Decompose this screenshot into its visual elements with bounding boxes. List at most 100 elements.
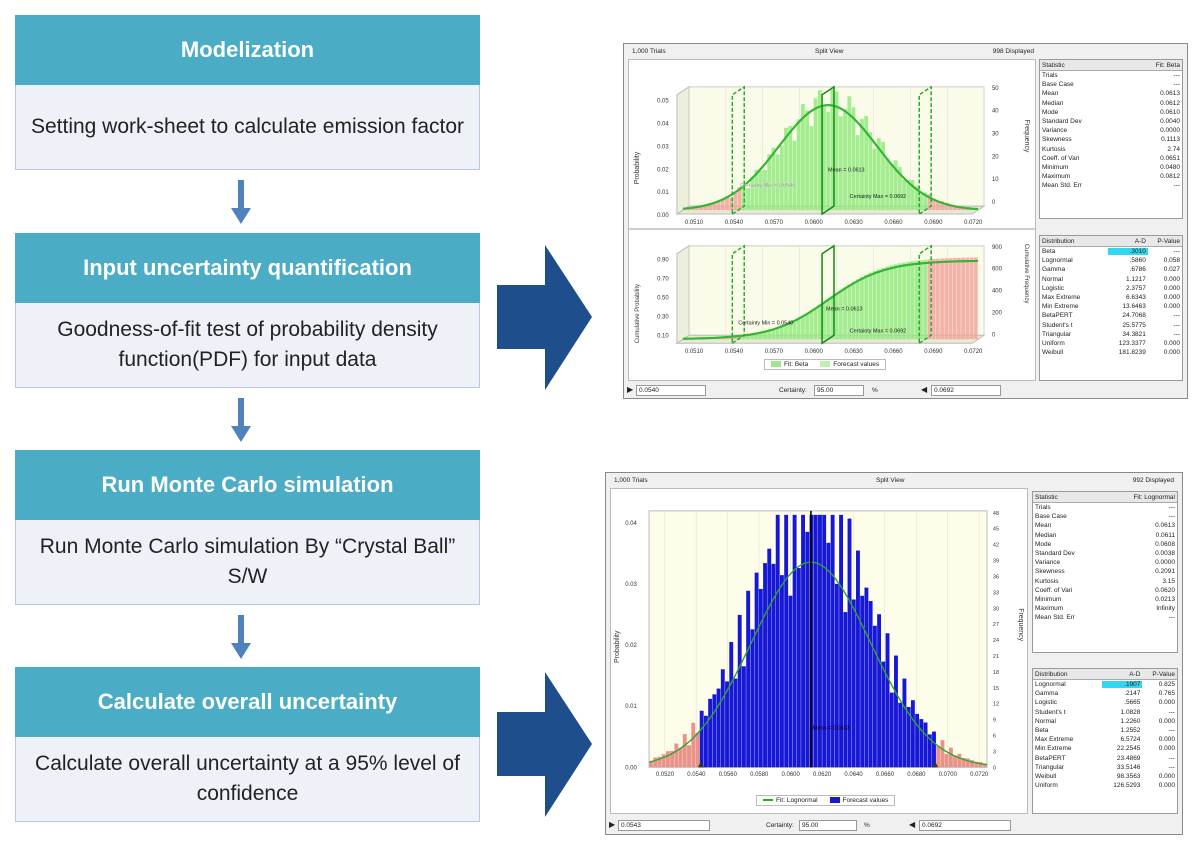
fit-row[interactable]: Lognormal .5860 0.058 bbox=[1040, 256, 1182, 265]
histogram-bar bbox=[944, 258, 949, 340]
fit-row[interactable]: Max Extreme 6.5724 0.000 bbox=[1033, 735, 1177, 744]
histogram-bar bbox=[851, 281, 856, 340]
histogram-bar bbox=[847, 518, 852, 768]
y2-tick-label: 0 bbox=[992, 200, 996, 206]
stat-name: Standard Dev bbox=[1035, 550, 1075, 558]
column-header[interactable]: Distribution bbox=[1035, 670, 1068, 678]
histogram-bar bbox=[737, 187, 742, 211]
histogram-bar bbox=[670, 750, 675, 768]
histogram-bar bbox=[839, 514, 844, 768]
column-header[interactable]: Fit: Lognormal bbox=[1133, 493, 1175, 501]
histogram-bar bbox=[784, 127, 788, 211]
column-header[interactable]: A-D bbox=[1129, 670, 1141, 678]
ad-value: 126.5293 bbox=[1113, 782, 1141, 790]
right-grabber-icon[interactable]: ◀ bbox=[909, 820, 916, 829]
fit-row[interactable]: Min Extreme 22.2545 0.000 bbox=[1033, 744, 1177, 753]
fit-row[interactable]: Logistic .5665 0.000 bbox=[1033, 698, 1177, 707]
histogram-bar bbox=[712, 203, 717, 211]
ad-value: .3010 bbox=[1108, 248, 1148, 256]
histogram-bar bbox=[948, 258, 953, 340]
fit-row[interactable]: Weibull 181.8239 0.000 bbox=[1040, 348, 1182, 357]
fit-row[interactable]: Normal 1.1217 0.000 bbox=[1040, 275, 1182, 284]
histogram-bar bbox=[708, 203, 713, 211]
left-certainty-input[interactable]: 0.0540 bbox=[636, 385, 706, 396]
histogram-bar bbox=[661, 754, 666, 768]
column-header[interactable]: P-Value bbox=[1157, 237, 1180, 245]
histogram-bar bbox=[927, 259, 932, 340]
histogram-bar bbox=[847, 96, 852, 211]
right-grabber-icon[interactable]: ◀ bbox=[921, 385, 928, 394]
histogram-bar bbox=[856, 550, 860, 768]
histogram-bar bbox=[805, 531, 810, 768]
histogram-bar bbox=[953, 755, 958, 768]
column-header[interactable]: Statistic bbox=[1042, 61, 1065, 69]
x-tick-label: 0.0680 bbox=[907, 772, 926, 778]
histogram-bar bbox=[801, 514, 805, 768]
fit-row[interactable]: BetaPERT 23.4869 --- bbox=[1033, 754, 1177, 763]
histogram-bar bbox=[902, 678, 907, 768]
y2-tick-label: 45 bbox=[993, 527, 999, 533]
ad-value: 22.2545 bbox=[1116, 745, 1141, 753]
x-tick-label: 0.0690 bbox=[924, 349, 943, 355]
x-tick-label: 0.0630 bbox=[844, 349, 863, 355]
histogram-bar bbox=[729, 197, 734, 211]
fit-row[interactable]: Triangular 33.5146 --- bbox=[1033, 763, 1177, 772]
left-grabber-icon[interactable]: ▶ bbox=[609, 820, 616, 829]
fit-row[interactable]: Gamma .2147 0.765 bbox=[1033, 689, 1177, 698]
stat-row: Skewness 0.1113 bbox=[1040, 135, 1182, 144]
histogram-bar bbox=[775, 154, 780, 211]
histogram-bar bbox=[771, 329, 776, 340]
fit-row[interactable]: Uniform 126.5293 0.000 bbox=[1033, 781, 1177, 790]
histogram-bar bbox=[860, 118, 864, 211]
histogram-bar bbox=[906, 707, 911, 768]
column-header[interactable]: P-Value bbox=[1152, 670, 1175, 678]
p-value: 0.000 bbox=[1158, 717, 1175, 725]
certainty-input[interactable]: 95.00 bbox=[799, 820, 857, 831]
mean-label: Mean = 0.0613 bbox=[826, 306, 863, 312]
stat-row: Mean Std. Err --- bbox=[1033, 613, 1177, 622]
fit-row[interactable]: Uniform 123.3377 0.000 bbox=[1040, 339, 1182, 348]
histogram-bar bbox=[678, 747, 683, 768]
column-header[interactable]: Distribution bbox=[1042, 237, 1075, 245]
y2-tick-label: 10 bbox=[992, 177, 999, 183]
fit-row[interactable]: Beta 1.2552 --- bbox=[1033, 726, 1177, 735]
x-tick-label: 0.0510 bbox=[685, 220, 704, 226]
fit-row[interactable]: Min Extreme 13.6463 0.000 bbox=[1040, 302, 1182, 311]
histogram-bar bbox=[729, 642, 734, 768]
certainty-plane bbox=[731, 244, 745, 345]
stat-row: Minimum 0.0213 bbox=[1033, 595, 1177, 604]
histogram-bar bbox=[872, 148, 877, 211]
fit-row[interactable]: Beta .3010 --- bbox=[1040, 247, 1182, 256]
right-certainty-input[interactable]: 0.0692 bbox=[931, 385, 1001, 396]
p-value: 0.000 bbox=[1163, 275, 1180, 283]
left-grabber-icon[interactable]: ▶ bbox=[627, 385, 634, 394]
histogram-bar bbox=[982, 764, 987, 768]
fit-row[interactable]: Normal 1.2260 0.000 bbox=[1033, 717, 1177, 726]
fit-row[interactable]: Student's t 1.0828 --- bbox=[1033, 708, 1177, 717]
left-certainty-input[interactable]: 0.0543 bbox=[618, 820, 710, 831]
x-tick-label: 0.0640 bbox=[844, 772, 863, 778]
column-header[interactable]: Statistic bbox=[1035, 493, 1058, 501]
fit-row[interactable]: Triangular 34.3821 --- bbox=[1040, 330, 1182, 339]
histogram-bar bbox=[940, 258, 944, 340]
histogram-bar bbox=[826, 111, 831, 211]
p-value: --- bbox=[1168, 763, 1175, 771]
right-certainty-input[interactable]: 0.0692 bbox=[919, 820, 1011, 831]
distribution-name: Triangular bbox=[1035, 763, 1065, 771]
fit-row[interactable]: Lognormal .1907 0.825 bbox=[1033, 680, 1177, 689]
fit-row[interactable]: BetaPERT 24.7068 --- bbox=[1040, 311, 1182, 320]
fit-row[interactable]: Weibull 98.3563 0.000 bbox=[1033, 772, 1177, 781]
column-header[interactable]: A-D bbox=[1134, 237, 1146, 245]
view-label: Split View bbox=[875, 476, 905, 484]
certainty-input[interactable]: 95.00 bbox=[814, 385, 864, 396]
fit-row[interactable]: Student's t 25.5775 --- bbox=[1040, 321, 1182, 330]
histogram-bar bbox=[830, 514, 835, 768]
histogram-bar bbox=[822, 302, 826, 340]
histogram-bar bbox=[881, 267, 885, 340]
fit-row[interactable]: Logistic 2.3757 0.000 bbox=[1040, 284, 1182, 293]
down-arrow-icon bbox=[231, 615, 251, 659]
fit-row[interactable]: Max Extreme 6.6343 0.000 bbox=[1040, 293, 1182, 302]
column-header[interactable]: Fit: Beta bbox=[1155, 61, 1180, 69]
fit-row[interactable]: Gamma .6786 0.027 bbox=[1040, 265, 1182, 274]
histogram-bar bbox=[889, 692, 894, 768]
